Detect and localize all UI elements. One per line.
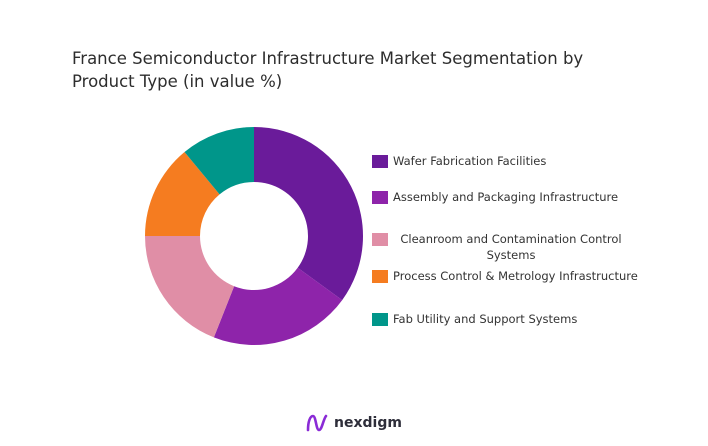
legend-label: Assembly and Packaging Infrastructure (393, 190, 619, 204)
chart-title: France Semiconductor Infrastructure Mark… (72, 47, 652, 93)
legend-item-wafer-fabrication: Wafer Fabrication Facilities (372, 153, 546, 169)
nexdigm-logo-icon (306, 414, 328, 432)
chart-title-line-1: France Semiconductor Infrastructure Mark… (72, 49, 584, 68)
legend-item-assembly-packaging: Assembly and Packaging Infrastructure (372, 189, 618, 205)
legend-label: Cleanroom and Contamination Control Syst… (400, 232, 622, 262)
legend-swatch (372, 155, 388, 168)
donut-slice-5 (184, 127, 254, 195)
donut-slice-3 (145, 236, 235, 338)
legend-swatch (372, 233, 388, 246)
legend-swatch (372, 270, 388, 283)
legend-label: Fab Utility and Support Systems (393, 312, 578, 326)
chart-title-line-2: Product Type (in value %) (72, 72, 283, 91)
legend-swatch (372, 313, 388, 326)
brand-logo: nexdigm (0, 414, 708, 432)
donut-slice-2 (213, 267, 343, 345)
brand-name: nexdigm (334, 415, 402, 431)
legend-label: Wafer Fabrication Facilities (393, 154, 547, 168)
legend-item-cleanroom: Cleanroom and Contamination Control Syst… (372, 231, 629, 263)
legend-swatch (372, 191, 388, 204)
legend-label: Process Control & Metrology Infrastructu… (393, 269, 638, 283)
legend-item-fab-utility: Fab Utility and Support Systems (372, 311, 577, 327)
legend-item-process-control: Process Control & Metrology Infrastructu… (372, 268, 638, 284)
donut-slice-4 (145, 152, 220, 236)
donut-slice-1 (254, 127, 363, 301)
